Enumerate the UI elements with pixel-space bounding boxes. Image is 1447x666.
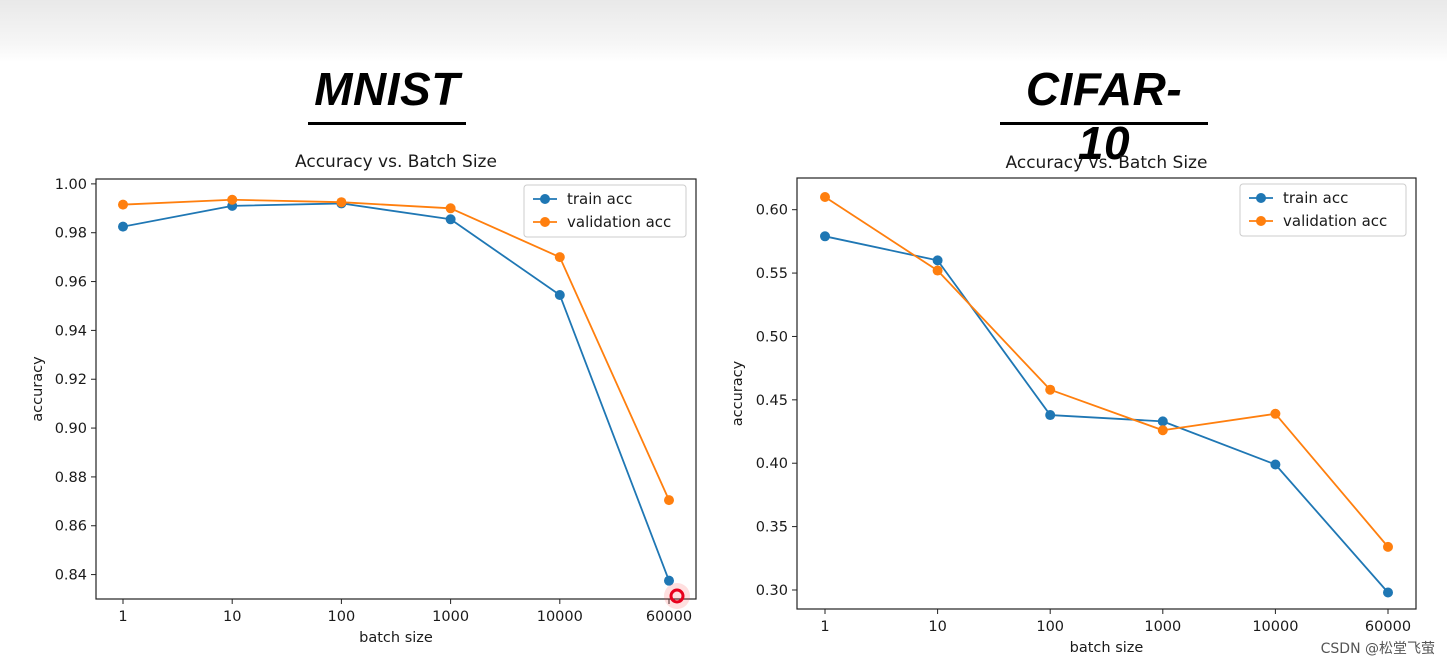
cifar-series-line-validation: [824, 196, 1389, 548]
mnist-legend-label: validation acc: [567, 213, 671, 231]
cifar-chart: Accuracy vs. Batch Size 0.30 0.35 0.40 0.45 0…: [730, 153, 1417, 656]
cifar-data-point-validation: [1157, 425, 1168, 436]
mnist-plot-frame: [95, 178, 697, 600]
mnist-legend-swatch-marker: [540, 194, 550, 204]
cifar-data-point-train: [1157, 416, 1168, 427]
mnist-data-point-train: [664, 575, 674, 586]
mnist-legend-box: [523, 184, 687, 238]
cifar-x-tick-label: 100: [1036, 619, 1064, 635]
mnist-data-point-train: [554, 289, 565, 300]
mnist-series-line-validation: [122, 198, 670, 501]
mnist-y-tick-label: 0.88: [55, 470, 87, 486]
cifar-data-point-train: [1270, 459, 1281, 470]
cifar-legend-swatch-marker: [1256, 193, 1266, 203]
cifar-data-point-validation: [932, 265, 943, 276]
mnist-y-tick-label: 0.84: [55, 568, 87, 584]
mnist-data-point-train: [118, 221, 128, 232]
cifar-data-point-train: [932, 255, 943, 266]
cifar-y-axis-label: accuracy: [730, 360, 746, 426]
top-band: [0, 0, 1447, 62]
mnist-x-tick-label: 60000: [646, 609, 692, 625]
cifar-x-tick-label: 10000: [1252, 619, 1298, 635]
mnist-legend-swatch-marker: [540, 217, 550, 227]
cifar-data-point-train: [820, 231, 830, 242]
cifar-legend-label: validation acc: [1283, 212, 1387, 230]
mnist-chart-title: Accuracy vs. Batch Size: [295, 152, 497, 172]
mnist-data-point-train: [445, 214, 456, 225]
click-indicator-glow: [664, 583, 690, 609]
cifar-y-tick-label: 0.45: [756, 393, 788, 409]
csdn-watermark: CSDN @松堂飞萤: [1320, 641, 1435, 657]
mnist-heading-underline: [308, 122, 466, 125]
mnist-y-tick-label: 0.96: [55, 275, 87, 291]
cifar-heading-underline: [1000, 122, 1208, 125]
cifar-legend-box: [1239, 183, 1407, 237]
mnist-x-tick-label: 10000: [537, 609, 583, 625]
cifar-y-tick-label: 0.35: [756, 520, 788, 536]
mnist-y-tick-label: 0.98: [55, 226, 87, 242]
mnist-heading: MNIST: [308, 62, 466, 128]
cifar-x-tick-label: 10: [928, 619, 946, 635]
cifar-x-tick-label: 1: [820, 619, 829, 635]
mnist-x-tick-label: 10: [223, 609, 241, 625]
mnist-y-axis-label: accuracy: [30, 356, 46, 422]
mnist-legend-label: train acc: [567, 190, 632, 208]
mnist-x-tick-label: 100: [328, 609, 356, 625]
mnist-y-tick-label: 0.92: [55, 372, 87, 388]
mnist-y-tick-label: 0.86: [55, 519, 87, 535]
mnist-x-tick-label: 1000: [432, 609, 469, 625]
cifar-data-point-train: [1383, 587, 1393, 598]
cifar-y-tick-label: 0.30: [756, 583, 788, 599]
mnist-data-point-validation: [336, 197, 347, 208]
cifar-data-point-validation: [1045, 384, 1056, 395]
cifar-data-point-validation: [1270, 408, 1281, 419]
mnist-series-line-train: [122, 202, 670, 582]
cifar-data-point-validation: [1383, 541, 1393, 552]
cifar-heading: CIFAR-10: [1000, 62, 1208, 169]
mnist-data-point-validation: [445, 203, 456, 214]
mnist-y-tick-label: 1.00: [55, 177, 87, 193]
mnist-x-tick-label: 1: [118, 609, 127, 625]
cifar-y-tick-label: 0.40: [756, 456, 788, 472]
cifar-chart-title: Accuracy vs. Batch Size: [1006, 153, 1208, 173]
mnist-heading-text: MNIST: [314, 63, 460, 115]
mnist-data-point-validation: [664, 495, 674, 506]
click-indicator-ring: [669, 588, 685, 604]
cifar-y-tick-label: 0.60: [756, 203, 788, 219]
mnist-y-tick-label: 0.94: [55, 323, 87, 339]
cifar-heading-text: CIFAR-10: [1025, 63, 1183, 169]
cifar-x-tick-label: 1000: [1144, 619, 1181, 635]
cifar-x-tick-label: 60000: [1365, 619, 1411, 635]
mnist-data-point-validation: [227, 194, 238, 205]
mnist-data-point-validation: [554, 252, 565, 263]
cifar-data-point-validation: [820, 192, 830, 203]
mnist-x-axis-label: batch size: [359, 630, 433, 646]
cifar-series-line-train: [824, 235, 1389, 594]
cifar-y-tick-label: 0.55: [756, 266, 788, 282]
mnist-data-point-validation: [118, 199, 128, 210]
cifar-y-tick-label: 0.50: [756, 329, 788, 345]
mnist-y-tick-label: 0.90: [55, 421, 87, 437]
cifar-legend-label: train acc: [1283, 189, 1348, 207]
cifar-plot-frame: [796, 177, 1417, 610]
mnist-chart: Accuracy vs. Batch Size 0.84 0.86 0.88 0.90 0…: [30, 152, 697, 646]
cifar-x-axis-label: batch size: [1070, 640, 1144, 656]
cifar-legend-swatch-marker: [1256, 216, 1266, 226]
cifar-data-point-train: [1045, 410, 1056, 421]
